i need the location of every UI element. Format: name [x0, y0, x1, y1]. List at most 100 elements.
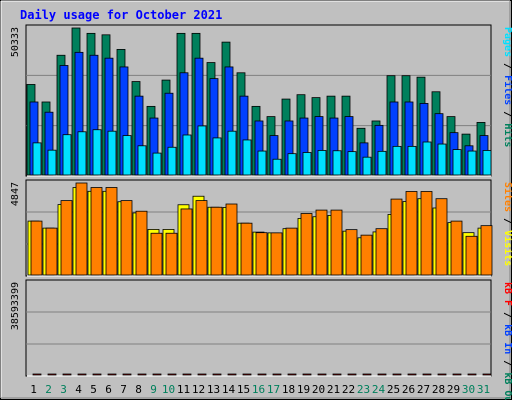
- bar-sites-day-5: [90, 187, 103, 276]
- bar-sites-day-12: [195, 200, 208, 276]
- legend-part-0-4: Hits: [502, 123, 512, 147]
- day-label-21: 21: [327, 383, 340, 396]
- day-label-24: 24: [372, 383, 386, 396]
- day-label-11: 11: [177, 383, 190, 396]
- bar-kb-f-day-7: [122, 373, 132, 376]
- legend-part-0-1: /: [502, 57, 512, 75]
- bar-pages-day-11: [182, 134, 192, 176]
- bar-sites-day-31: [480, 225, 493, 276]
- day-label-3: 3: [60, 383, 67, 396]
- bar-kb-f-day-26: [407, 373, 417, 376]
- day-label-23: 23: [357, 383, 370, 396]
- bar-sites-day-14: [225, 203, 238, 276]
- bar-kb-f-day-20: [317, 373, 327, 376]
- bar-sites-day-10: [165, 232, 178, 276]
- bar-pages-day-14: [227, 130, 237, 176]
- bar-pages-day-26: [407, 145, 417, 176]
- bar-pages-day-20: [317, 150, 327, 176]
- bar-sites-day-26: [405, 191, 418, 276]
- bar-sites-day-9: [150, 232, 163, 276]
- bar-kb-f-day-27: [422, 373, 432, 376]
- day-label-26: 26: [402, 383, 415, 396]
- y-max-label: 50333: [10, 27, 21, 57]
- bar-kb-f-day-22: [347, 373, 357, 376]
- bar-sites-day-28: [435, 198, 448, 276]
- panel-hits-files-pages: 50333: [10, 24, 492, 177]
- bar-sites-day-15: [240, 222, 253, 276]
- bar-kb-f-day-29: [452, 373, 462, 376]
- bar-sites-day-19: [300, 213, 313, 276]
- bar-pages-day-18: [287, 153, 297, 176]
- bar-sites-day-22: [345, 229, 358, 276]
- y-max-label: 38593399: [10, 282, 21, 330]
- day-label-22: 22: [342, 383, 355, 396]
- bar-kb-f-day-14: [227, 373, 237, 376]
- legend-part-2-2: kB In: [502, 324, 512, 354]
- bar-kb-f-day-28: [437, 373, 447, 376]
- right-label-panel-2: Sites / Visits: [502, 182, 512, 266]
- bar-sites-day-25: [390, 198, 403, 276]
- day-label-2: 2: [45, 383, 52, 396]
- bar-sites-day-24: [375, 228, 388, 276]
- day-label-29: 29: [447, 383, 460, 396]
- bar-pages-day-7: [122, 135, 132, 176]
- bar-pages-day-9: [152, 152, 162, 176]
- legend-part-2-1: /: [502, 306, 512, 324]
- bar-pages-day-23: [362, 156, 372, 176]
- panel-visits-sites: 4847: [10, 179, 493, 277]
- day-label-30: 30: [462, 383, 475, 396]
- bar-pages-day-30: [467, 150, 477, 176]
- legend-part-1-1: /: [502, 212, 512, 230]
- bar-kb-f-day-17: [272, 373, 282, 376]
- bar-kb-f-day-23: [362, 373, 372, 376]
- bar-pages-day-22: [347, 151, 357, 176]
- day-label-10: 10: [162, 383, 175, 396]
- bar-kb-f-day-1: [32, 373, 42, 376]
- day-label-16: 16: [252, 383, 265, 396]
- bar-pages-day-19: [302, 152, 312, 176]
- bar-sites-day-23: [360, 234, 373, 276]
- bar-sites-day-4: [75, 182, 88, 276]
- day-label-6: 6: [105, 383, 112, 396]
- bar-kb-f-day-8: [137, 373, 147, 376]
- bar-kb-f-day-25: [392, 373, 402, 376]
- day-label-13: 13: [207, 383, 220, 396]
- panel-kbytes: 38593399: [10, 279, 492, 377]
- bar-kb-f-day-21: [332, 373, 342, 376]
- bar-sites-day-13: [210, 206, 223, 276]
- day-label-25: 25: [387, 383, 400, 396]
- bar-sites-day-8: [135, 210, 148, 276]
- bar-sites-day-29: [450, 220, 463, 276]
- legend-part-0-0: Pages: [502, 27, 512, 57]
- bar-sites-day-3: [60, 200, 73, 276]
- bar-sites-day-30: [465, 235, 478, 276]
- bar-pages-day-29: [452, 149, 462, 176]
- bar-sites-day-27: [420, 191, 433, 276]
- bar-kb-f-day-11: [182, 373, 192, 376]
- bar-pages-day-8: [137, 145, 147, 176]
- day-label-28: 28: [432, 383, 445, 396]
- day-label-31: 31: [477, 383, 490, 396]
- right-legend-labels: Pages / Files / Hits Sites / Visits kB F /…: [502, 27, 512, 400]
- legend-part-2-0: kB F: [502, 282, 512, 306]
- bar-sites-day-20: [315, 209, 328, 276]
- bar-kb-f-day-9: [152, 373, 162, 376]
- bar-kb-f-day-3: [62, 373, 72, 376]
- day-label-9: 9: [150, 383, 157, 396]
- bar-kb-f-day-12: [197, 373, 207, 376]
- panels-layer: 50333 4847 38593399: [10, 24, 493, 377]
- bar-pages-day-4: [77, 131, 87, 176]
- bar-kb-f-day-6: [107, 373, 117, 376]
- day-label-12: 12: [192, 383, 205, 396]
- legend-part-0-3: /: [502, 105, 512, 123]
- bar-pages-day-16: [257, 150, 267, 176]
- bar-pages-day-13: [212, 137, 222, 176]
- bar-pages-day-15: [242, 139, 252, 176]
- bar-sites-day-21: [330, 209, 343, 276]
- bar-pages-day-1: [32, 142, 42, 176]
- bar-pages-day-31: [482, 150, 492, 176]
- day-label-8: 8: [135, 383, 142, 396]
- day-axis-labels: 1 2 3 4 5 6 7 8 9 10 11 12 13 14 15 16 17 18 19 20 21 22 23 24 2…: [30, 383, 490, 396]
